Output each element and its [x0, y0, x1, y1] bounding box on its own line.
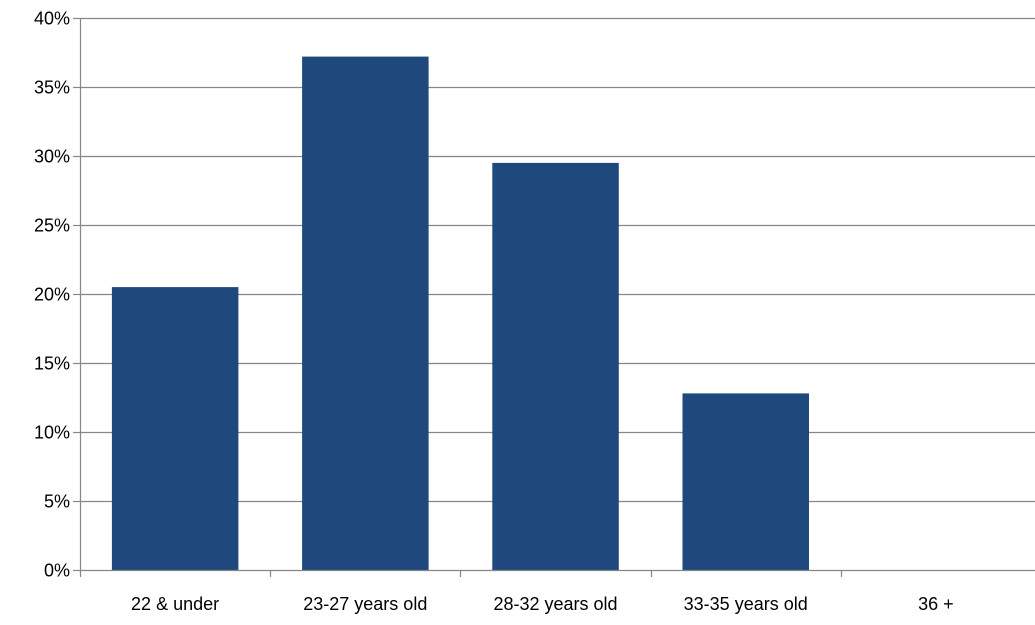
bar	[682, 393, 809, 570]
x-tick-label: 23-27 years old	[303, 594, 427, 614]
y-tick-label: 0%	[44, 561, 70, 581]
bar	[492, 162, 619, 570]
x-tick-label: 33-35 years old	[684, 594, 808, 614]
y-tick-label: 25%	[34, 216, 70, 236]
y-tick-label: 5%	[44, 492, 70, 512]
bar	[111, 287, 239, 570]
bars	[111, 56, 809, 571]
x-tick-labels: 22 & under 23-27 years old 28-32 years old…	[131, 594, 954, 614]
bar	[302, 56, 429, 571]
x-tick-label: 36 +	[918, 594, 954, 614]
y-tick-label: 15%	[34, 354, 70, 374]
y-tick-label: 20%	[34, 285, 70, 305]
y-tick-label: 35%	[34, 78, 70, 98]
x-tick-label: 22 & under	[131, 594, 219, 614]
x-tick-label: 28-32 years old	[493, 594, 617, 614]
y-tick-label: 40%	[34, 9, 70, 29]
y-tick-label: 30%	[34, 147, 70, 167]
axes	[73, 17, 1035, 577]
y-tick-labels: 0% 5% 10% 15% 20% 25% 30% 35% 40%	[34, 9, 70, 581]
y-tick-label: 10%	[34, 423, 70, 443]
